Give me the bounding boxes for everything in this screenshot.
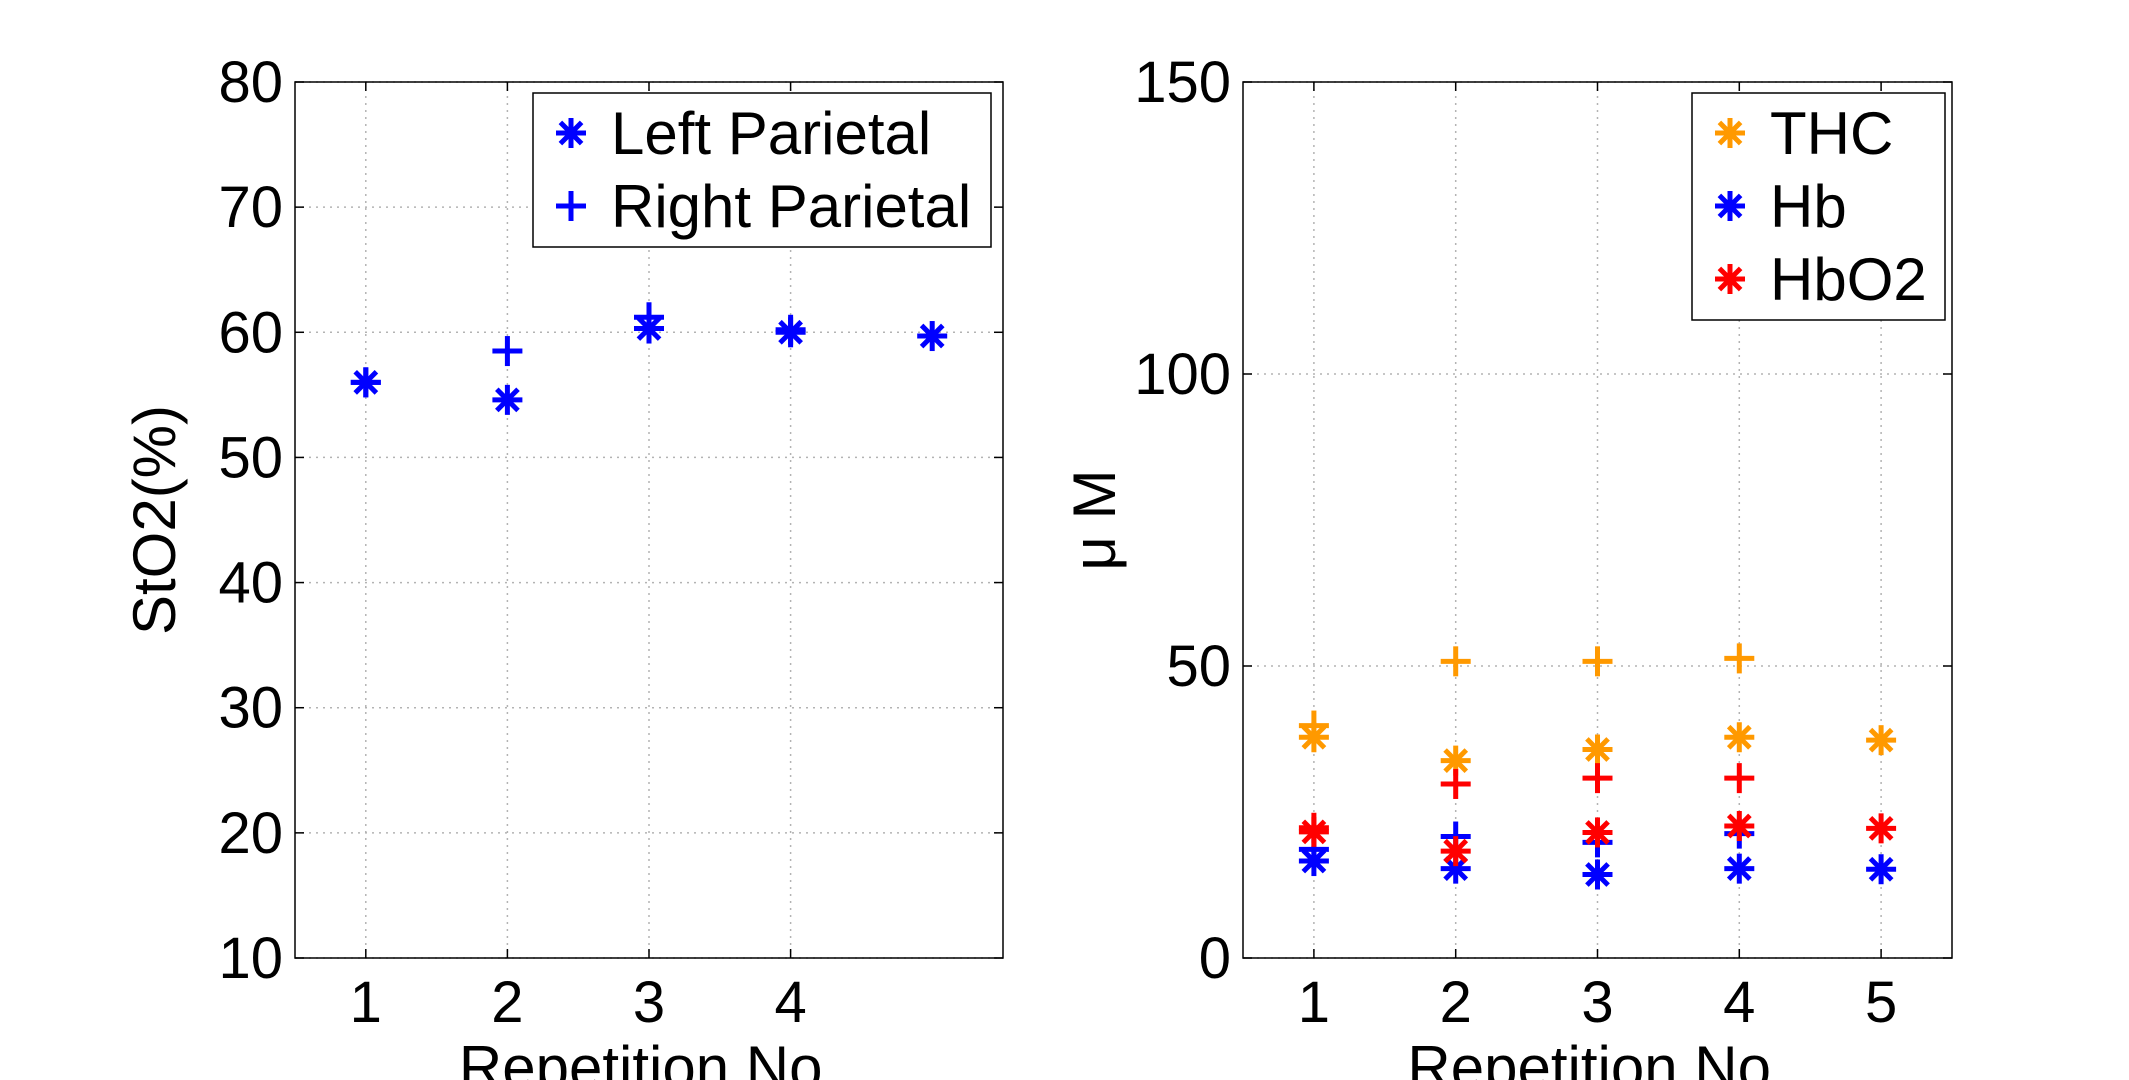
data-point (1724, 643, 1755, 674)
x-tick-label: 4 (774, 970, 806, 1035)
y-tick-label: 80 (218, 50, 283, 115)
legend-label: HbO2 (1770, 246, 1927, 313)
x-tick-label: 2 (1440, 970, 1472, 1035)
data-point (1440, 768, 1471, 799)
y-tick-label: 150 (1134, 50, 1231, 115)
legend-box (532, 92, 992, 248)
data-point (917, 321, 948, 352)
legend-label: Hb (1770, 173, 1847, 240)
y-tick-label: 0 (1199, 926, 1231, 991)
data-point (1724, 853, 1755, 884)
y-tick-label: 10 (218, 926, 283, 991)
data-point (1582, 763, 1613, 794)
x-axis-label: Repetition No. (459, 1034, 839, 1080)
data-point (350, 367, 381, 398)
data-point (1298, 710, 1329, 741)
data-point (1440, 646, 1471, 677)
legend-marker (1715, 118, 1745, 148)
data-point (492, 384, 523, 415)
data-point (1724, 811, 1755, 842)
data-point (1866, 813, 1897, 844)
y-tick-label: 50 (1166, 634, 1231, 699)
chart-sto2: 1 2 3 4 10 20 30 40 50 60 70 80 Repetition No. StO2(%… (121, 50, 1004, 1080)
y-axis-label: StO2(%) (121, 405, 188, 635)
x-tick-label: 1 (350, 970, 382, 1035)
legend-label: Right Parietal (611, 173, 971, 240)
x-axis-label: Repetition No. (1407, 1034, 1787, 1080)
series-4 (1298, 811, 1897, 867)
y-tick-label: 40 (218, 551, 283, 616)
data-point (634, 302, 664, 333)
y-tick-label: 50 (218, 425, 283, 490)
axes-box (294, 81, 1004, 959)
axes-box (1242, 81, 1953, 959)
legend-marker (1715, 191, 1745, 221)
data-point (492, 336, 523, 367)
data-point (1724, 763, 1755, 794)
data-point (775, 314, 806, 345)
series-1 (1298, 643, 1755, 741)
y-tick-label: 70 (218, 175, 283, 240)
legend-marker (556, 118, 586, 148)
x-tick-label: 3 (1581, 970, 1613, 1035)
x-tick-label: 5 (1865, 970, 1897, 1035)
x-tick-label: 1 (1298, 970, 1330, 1035)
series-0 (1298, 722, 1897, 776)
legend-marker (556, 191, 586, 221)
y-tick-label: 20 (218, 801, 283, 866)
legend-label: Left Parietal (611, 100, 931, 167)
y-tick-label: 30 (218, 676, 283, 741)
series-1 (350, 302, 806, 398)
legend-label: THC (1770, 100, 1893, 167)
data-point (1582, 817, 1613, 848)
y-tick-label: 60 (218, 300, 283, 365)
legend-marker (1715, 264, 1745, 294)
data-point (1440, 836, 1471, 867)
y-axis-label: μ M (1061, 469, 1128, 570)
data-point (1582, 646, 1613, 677)
series-5 (1298, 763, 1755, 843)
data-point (1866, 854, 1897, 885)
data-point (1866, 725, 1897, 756)
data-point (1582, 859, 1613, 890)
x-tick-label: 3 (633, 970, 665, 1035)
x-tick-label: 2 (491, 970, 523, 1035)
y-tick-label: 100 (1134, 342, 1231, 407)
data-point (1582, 734, 1613, 765)
data-point (1724, 722, 1755, 753)
data-point (1298, 812, 1329, 843)
x-tick-label: 4 (1723, 970, 1755, 1035)
